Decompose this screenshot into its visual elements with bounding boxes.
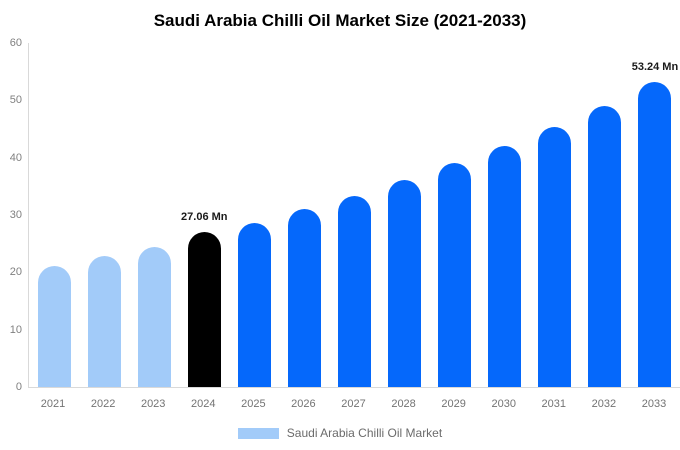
legend-label: Saudi Arabia Chilli Oil Market [286,426,443,440]
y-axis-label: 10 [9,323,22,336]
x-axis-label: 2031 [541,398,567,410]
legend: Saudi Arabia Chilli Oil Market [0,426,680,440]
bar [588,106,622,387]
x-axis-label: 2022 [90,398,116,410]
bar [137,246,171,387]
plot-area: 27.06 Mn 53.24 Mn [28,43,680,388]
y-axis-label: 60 [9,37,22,49]
x-axis-label: 2029 [441,398,466,410]
x-axis-label: 2026 [291,398,316,410]
x-axis-label: 2032 [591,398,617,410]
x-axis-label: 2027 [341,398,366,410]
bar [237,223,271,387]
x-axis-label: 2023 [140,398,166,410]
bar [638,81,672,387]
legend-swatch [237,427,279,439]
bar [287,209,321,387]
chart-title: Saudi Arabia Chilli Oil Market Size (202… [153,11,527,30]
y-axis-label: 30 [9,209,22,221]
bar [438,163,472,387]
bar [187,231,221,387]
x-axis-label: 2033 [641,398,667,410]
y-axis-label: 20 [9,266,22,279]
bar [338,196,371,387]
bar [87,256,121,387]
y-axis-label: 50 [9,94,22,107]
bar [388,180,422,387]
bar [488,146,522,387]
bar [538,126,572,387]
x-axis-label: 2021 [40,398,66,410]
bar [37,266,71,387]
y-axis-label: 40 [9,151,22,164]
x-axis-label: 2024 [191,398,216,410]
y-axis-label: 0 [15,381,22,393]
x-axis-label: 2030 [491,398,516,410]
value-label: 53.24 Mn [631,60,679,73]
value-label: 27.06 Mn [181,210,228,223]
x-axis-label: 2025 [241,398,266,410]
x-axis-label: 2028 [391,398,416,410]
